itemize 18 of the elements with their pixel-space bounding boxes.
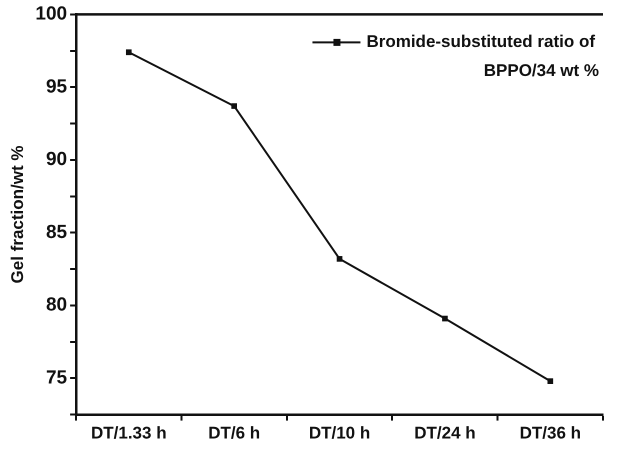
y-tick-label: 95 <box>46 76 68 98</box>
y-tick-label: 85 <box>46 222 68 243</box>
point <box>336 256 342 262</box>
y-tick-label: 100 <box>35 4 68 25</box>
point <box>126 49 132 56</box>
point <box>231 103 237 109</box>
legend-label: Bromide-substituted ratio of BPPO/34 wt % <box>366 32 599 80</box>
y-tick-label: 90 <box>46 149 68 170</box>
point <box>442 316 448 322</box>
x-tick-label: DT/10 h <box>308 423 370 442</box>
y-axis-title: Gel fraction/wt % <box>8 146 27 284</box>
y-tick-label: 75 <box>46 367 68 388</box>
point <box>547 378 554 384</box>
x-tick-label: DT/1.33 h <box>90 423 167 442</box>
x-tick-label: DT/36 h <box>520 423 582 442</box>
x-tick-label: DT/24 h <box>414 423 476 442</box>
x-tick-label: DT/6 h <box>208 423 260 442</box>
y-tick-label: 80 <box>46 294 68 316</box>
